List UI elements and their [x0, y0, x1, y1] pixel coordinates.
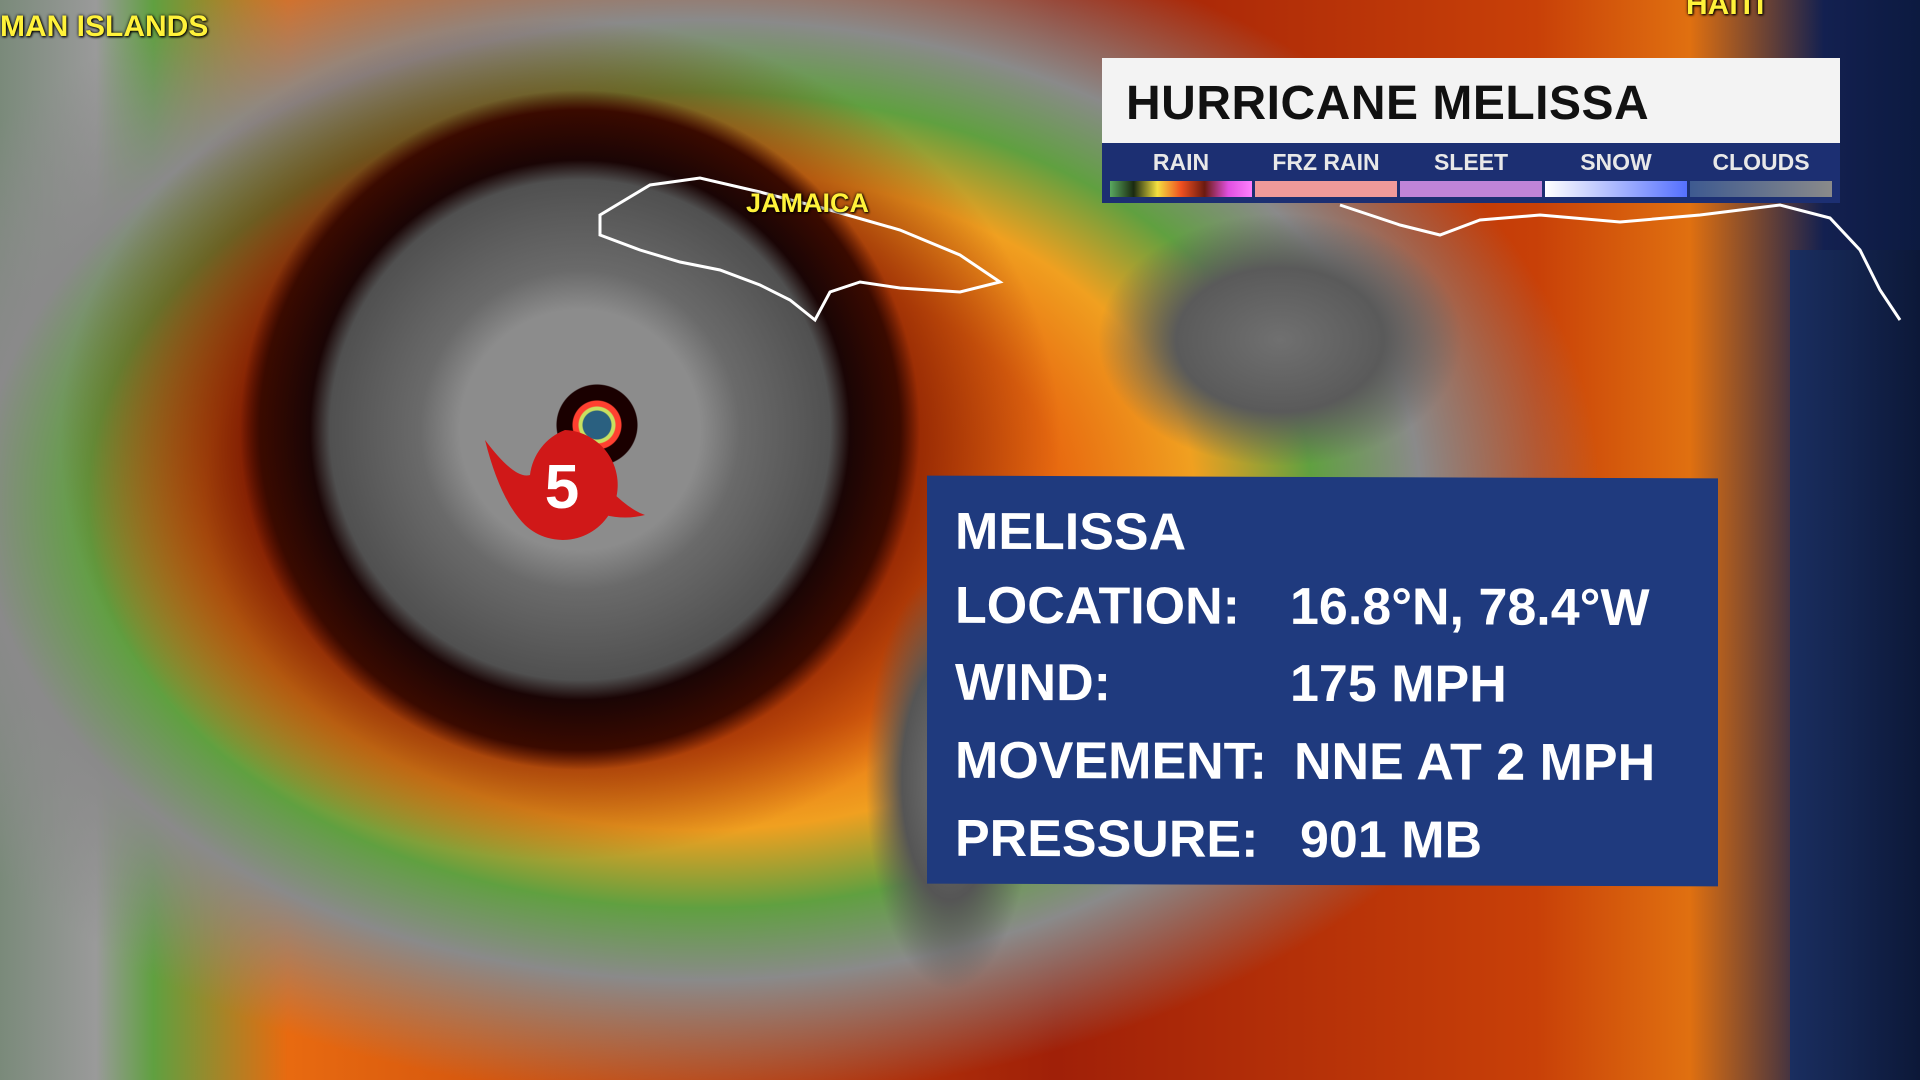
legend-label: CLOUDS — [1712, 149, 1810, 175]
legend-item-clouds: CLOUDS — [1690, 149, 1832, 197]
storm-info-panel: MELISSA LOCATION: 16.8°N, 78.4°W WIND: 175… — [927, 475, 1718, 887]
legend-label: SNOW — [1580, 149, 1652, 175]
legend-swatch — [1400, 181, 1542, 197]
hurricane-category-icon: 5 — [485, 430, 645, 540]
haiti-outline — [1339, 203, 1902, 321]
pressure-label: PRESSURE: — [955, 809, 1259, 869]
pressure-row: PRESSURE: 901 MB — [955, 809, 1482, 870]
movement-label: MOVEMENT: — [955, 731, 1267, 791]
category-number: 5 — [545, 453, 579, 522]
precip-legend: RAIN FRZ RAIN SLEET SNOW CLOUDS — [1102, 143, 1840, 203]
cayman-islands-label: MAN ISLANDS — [0, 10, 209, 43]
location-row: LOCATION: 16.8°N, 78.4°W — [955, 576, 1650, 637]
legend-item-snow: SNOW — [1545, 149, 1687, 197]
title-panel: HURRICANE MELISSA — [1102, 58, 1840, 143]
legend-label: SLEET — [1433, 149, 1509, 175]
legend-swatch — [1110, 181, 1252, 197]
haiti-label: HAITI — [1686, 0, 1765, 21]
legend-item-rain: RAIN — [1110, 149, 1252, 197]
legend-label: FRZ RAIN — [1272, 149, 1380, 175]
movement-value: NNE AT 2 MPH — [1294, 732, 1656, 793]
wind-row: WIND: 175 MPH — [955, 653, 1507, 714]
ocean-area — [1790, 250, 1920, 1080]
legend-item-frz-rain: FRZ RAIN — [1255, 149, 1397, 197]
legend-swatch — [1545, 181, 1687, 197]
wind-value: 175 MPH — [1290, 654, 1507, 714]
legend-swatch — [1255, 181, 1397, 197]
jamaica-label: JAMAICA — [746, 188, 870, 218]
wind-label: WIND: — [955, 653, 1111, 713]
legend-swatch — [1690, 181, 1832, 197]
legend-item-sleet: SLEET — [1400, 149, 1542, 197]
location-label: LOCATION: — [955, 576, 1240, 636]
location-value: 16.8°N, 78.4°W — [1290, 577, 1650, 638]
legend-label: RAIN — [1152, 149, 1210, 175]
storm-name: MELISSA — [955, 502, 1187, 562]
page-title: HURRICANE MELISSA — [1126, 77, 1650, 130]
movement-row: MOVEMENT: NNE AT 2 MPH — [955, 731, 1655, 792]
pressure-value: 901 MB — [1300, 810, 1483, 870]
jamaica-outline — [598, 176, 1004, 323]
